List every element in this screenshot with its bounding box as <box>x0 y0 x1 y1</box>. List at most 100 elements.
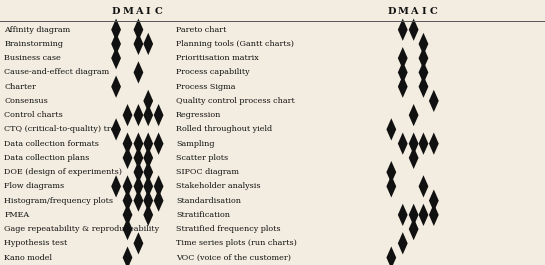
Polygon shape <box>429 189 439 212</box>
Polygon shape <box>143 204 153 226</box>
Text: Process capability: Process capability <box>176 68 250 76</box>
Text: Data collection plans: Data collection plans <box>4 154 89 162</box>
Polygon shape <box>398 132 408 155</box>
Polygon shape <box>409 19 419 41</box>
Polygon shape <box>134 61 143 83</box>
Polygon shape <box>154 132 164 155</box>
Polygon shape <box>143 33 153 55</box>
Polygon shape <box>386 246 396 265</box>
Polygon shape <box>409 218 419 240</box>
Polygon shape <box>134 147 143 169</box>
Polygon shape <box>429 90 439 112</box>
Text: Charter: Charter <box>4 83 36 91</box>
Text: M: M <box>397 7 408 16</box>
Polygon shape <box>409 104 419 126</box>
Polygon shape <box>123 218 132 240</box>
Polygon shape <box>123 189 132 212</box>
Polygon shape <box>419 47 428 69</box>
Polygon shape <box>134 104 143 126</box>
Text: Planning tools (Gantt charts): Planning tools (Gantt charts) <box>176 40 294 48</box>
Text: Pareto chart: Pareto chart <box>176 26 226 34</box>
Text: Business case: Business case <box>4 54 61 62</box>
Polygon shape <box>143 104 153 126</box>
Text: DOE (design of experiments): DOE (design of experiments) <box>4 168 123 176</box>
Text: Rolled throughout yield: Rolled throughout yield <box>176 125 272 133</box>
Polygon shape <box>154 189 164 212</box>
Text: Quality control process chart: Quality control process chart <box>176 97 295 105</box>
Text: SIPOC diagram: SIPOC diagram <box>176 168 239 176</box>
Polygon shape <box>386 175 396 197</box>
Text: Stratified frequency plots: Stratified frequency plots <box>176 225 281 233</box>
Text: Process Sigma: Process Sigma <box>176 83 235 91</box>
Text: Regression: Regression <box>176 111 221 119</box>
Polygon shape <box>419 132 428 155</box>
Text: Gage repeatability & reproduceability: Gage repeatability & reproduceability <box>4 225 160 233</box>
Text: Affinity diagram: Affinity diagram <box>4 26 71 34</box>
Text: Kano model: Kano model <box>4 254 52 262</box>
Text: I: I <box>421 7 426 16</box>
Text: Prioritisation matrix: Prioritisation matrix <box>176 54 259 62</box>
Text: Stakeholder analysis: Stakeholder analysis <box>176 182 261 190</box>
Polygon shape <box>123 147 132 169</box>
Polygon shape <box>398 204 408 226</box>
Polygon shape <box>134 232 143 254</box>
Text: FMEA: FMEA <box>4 211 29 219</box>
Polygon shape <box>123 204 132 226</box>
Text: Flow diagrams: Flow diagrams <box>4 182 64 190</box>
Polygon shape <box>429 132 439 155</box>
Text: Scatter plots: Scatter plots <box>176 154 228 162</box>
Polygon shape <box>111 47 121 69</box>
Text: A: A <box>135 7 142 16</box>
Polygon shape <box>398 232 408 254</box>
Text: Histogram/frequency plots: Histogram/frequency plots <box>4 197 113 205</box>
Text: C: C <box>430 7 438 16</box>
Polygon shape <box>134 175 143 197</box>
Text: C: C <box>155 7 162 16</box>
Text: Sampling: Sampling <box>176 140 215 148</box>
Polygon shape <box>429 204 439 226</box>
Polygon shape <box>123 175 132 197</box>
Polygon shape <box>111 19 121 41</box>
Polygon shape <box>123 246 132 265</box>
Text: Standardisation: Standardisation <box>176 197 241 205</box>
Polygon shape <box>409 132 419 155</box>
Polygon shape <box>419 175 428 197</box>
Polygon shape <box>398 47 408 69</box>
Text: VOC (voice of the customer): VOC (voice of the customer) <box>176 254 291 262</box>
Polygon shape <box>111 118 121 140</box>
Polygon shape <box>143 147 153 169</box>
Polygon shape <box>123 132 132 155</box>
Polygon shape <box>419 204 428 226</box>
Polygon shape <box>134 161 143 183</box>
Text: D: D <box>387 7 396 16</box>
Text: M: M <box>122 7 133 16</box>
Text: Consensus: Consensus <box>4 97 48 105</box>
Polygon shape <box>143 132 153 155</box>
Polygon shape <box>143 175 153 197</box>
Polygon shape <box>134 189 143 212</box>
Polygon shape <box>143 90 153 112</box>
Text: CTQ (critical-to-quality) tree: CTQ (critical-to-quality) tree <box>4 125 120 133</box>
Polygon shape <box>111 33 121 55</box>
Polygon shape <box>134 132 143 155</box>
Text: Stratification: Stratification <box>176 211 230 219</box>
Polygon shape <box>419 61 428 83</box>
Polygon shape <box>123 104 132 126</box>
Polygon shape <box>398 61 408 83</box>
Text: Time series plots (run charts): Time series plots (run charts) <box>176 239 297 247</box>
Polygon shape <box>409 204 419 226</box>
Text: Data collection formats: Data collection formats <box>4 140 99 148</box>
Polygon shape <box>134 33 143 55</box>
Polygon shape <box>143 161 153 183</box>
Text: D: D <box>112 7 120 16</box>
Polygon shape <box>386 161 396 183</box>
Text: I: I <box>146 7 150 16</box>
Text: Control charts: Control charts <box>4 111 63 119</box>
Polygon shape <box>398 76 408 98</box>
Text: Brainstorming: Brainstorming <box>4 40 63 48</box>
Polygon shape <box>143 189 153 212</box>
Polygon shape <box>134 19 143 41</box>
Polygon shape <box>111 175 121 197</box>
Text: A: A <box>410 7 417 16</box>
Polygon shape <box>419 33 428 55</box>
